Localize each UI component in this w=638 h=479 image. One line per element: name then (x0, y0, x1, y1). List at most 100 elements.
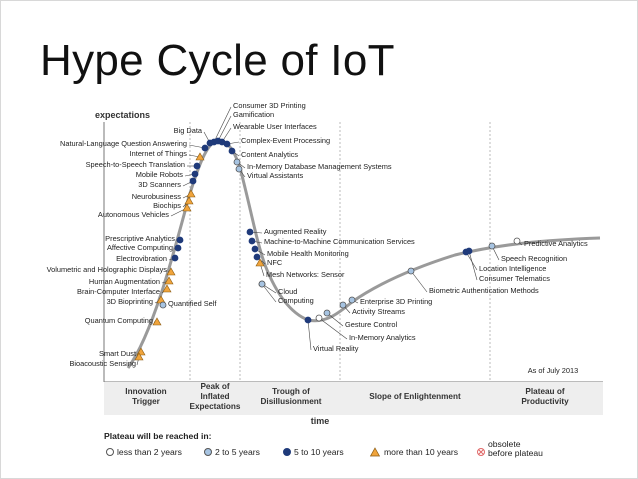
phase-plateau-line2: Productivity (521, 397, 569, 406)
biometric-authentication-methods-label: Biometric Authentication Methods (429, 286, 539, 295)
legend-label-before-plateau: before plateau (488, 448, 543, 458)
mobile-health-monitoring-marker (251, 245, 259, 253)
complex-event-processing-label: Complex-Event Processing (241, 136, 330, 145)
biometric-authentication-methods-leader (410, 270, 428, 293)
legend-label-2-to-5: 2 to 5 years (215, 447, 260, 457)
gesture-control-leader (326, 312, 344, 327)
gesture-control-label: Gesture Control (345, 320, 398, 329)
quantum-computing-label: Quantum Computing (85, 316, 153, 325)
phase-trough-line2: Disillusionment (261, 397, 322, 406)
nfc-marker (253, 253, 261, 261)
in-memory-database-management-systems-marker (233, 158, 241, 166)
gamification-label: Gamification (233, 110, 274, 119)
brain-computer-interface-label: Brain-Computer Interface (77, 287, 160, 296)
activity-streams-label: Activity Streams (352, 307, 405, 316)
consumer-3d-printing-label: Consumer 3D Printing (233, 101, 306, 110)
augmented-reality-marker (246, 228, 254, 236)
legend-label-5-to-10: 5 to 10 years (294, 447, 344, 457)
computing-leader (261, 283, 277, 303)
content-analytics-label: Content Analytics (241, 150, 298, 159)
internet-of-things-marker (195, 152, 205, 161)
neurobusiness-label: Neurobusiness (132, 192, 182, 201)
quantified-self-label: Quantified Self (168, 299, 217, 308)
machine-to-machine-communication-services-label: Machine-to-Machine Communication Service… (264, 237, 415, 246)
brain-computer-interface-marker (162, 284, 172, 293)
biometric-authentication-methods-marker (407, 267, 415, 275)
enterprise-3d-printing-label: Enterprise 3D Printing (360, 297, 432, 306)
phase-peak-line1: Peak of (200, 382, 229, 391)
legend-label-less-than-2: less than 2 years (117, 447, 182, 457)
quantified-self-marker (159, 301, 167, 309)
activity-streams-marker (339, 301, 347, 309)
mobile-health-monitoring-label: Mobile Health Monitoring (267, 249, 349, 258)
machine-to-machine-communication-services-marker (248, 237, 256, 245)
prescriptive-analytics-label: Prescriptive Analytics (105, 234, 175, 243)
consumer-3d-printing-leader (213, 106, 232, 143)
wearable-user-interfaces-label: Wearable User Interfaces (233, 122, 317, 131)
computing-label: Computing (278, 296, 314, 305)
autonomous-vehicles-label: Autonomous Vehicles (98, 210, 169, 219)
consumer-telematics-marker (465, 247, 473, 255)
bioacoustic-sensing-label: Bioacoustic Sensing (69, 359, 136, 368)
natural-language-question-answering-label: Natural-Language Question Answering (60, 139, 187, 148)
human-augmentation-marker (164, 276, 174, 285)
y-axis-label: expectations (95, 110, 150, 120)
in-memory-analytics-marker (315, 314, 323, 322)
in-memory-analytics-label: In-Memory Analytics (349, 333, 416, 342)
mesh-networks-sensor-label: Mesh Networks: Sensor (266, 270, 345, 279)
phase-innovation-line1: Innovation (125, 387, 166, 396)
phase-peak-line3: Expectations (190, 402, 241, 411)
biochips-label: Biochips (153, 201, 181, 210)
internet-of-things-label: Internet of Things (130, 149, 188, 158)
virtual-reality-marker (304, 316, 312, 324)
location-intelligence-label: Location Intelligence (479, 264, 546, 273)
legend-swatch-white (106, 448, 114, 456)
affective-computing-marker (174, 244, 182, 252)
affective-computing-label: Affective Computing (107, 243, 173, 252)
mobile-robots-marker (191, 170, 199, 178)
speech-recognition-marker (488, 242, 496, 250)
mobile-robots-label: Mobile Robots (136, 170, 184, 179)
quantum-computing-marker (152, 317, 162, 326)
natural-language-question-answering-marker (201, 144, 209, 152)
phase-slope: Slope of Enlightenment (369, 392, 461, 401)
biochips-marker (184, 196, 194, 205)
3d-bioprinting-label: 3D Bioprinting (107, 297, 153, 306)
phase-band (104, 382, 603, 415)
legend: Plateau will be reached in: less than 2 … (104, 431, 543, 458)
neurobusiness-marker (186, 189, 196, 198)
slide-title: Hype Cycle of IoT (40, 36, 395, 85)
phase-labels: Innovation Trigger Peak of Inflated Expe… (125, 382, 569, 411)
electrovibration-marker (171, 254, 179, 262)
gesture-control-marker (323, 309, 331, 317)
cloud-label: Cloud (278, 287, 297, 296)
human-augmentation-label: Human Augmentation (89, 277, 160, 286)
nfc-label: NFC (267, 258, 283, 267)
enterprise-3d-printing-marker (348, 296, 356, 304)
speech-recognition-label: Speech Recognition (501, 254, 567, 263)
tech-markers (134, 137, 521, 361)
x-axis-label: time (311, 416, 330, 426)
predictive-analytics-marker (513, 237, 521, 245)
consumer-telematics-leader (468, 250, 478, 281)
speech-to-speech-translation-label: Speech-to-Speech Translation (86, 160, 185, 169)
legend-title: Plateau will be reached in: (104, 431, 212, 441)
big-data-marker (206, 139, 214, 147)
autonomous-vehicles-marker (182, 203, 192, 212)
3d-scanners-label: 3D Scanners (138, 180, 181, 189)
electrovibration-label: Electrovibration (116, 254, 167, 263)
as-of-date: As of July 2013 (528, 366, 579, 375)
content-analytics-marker (228, 147, 236, 155)
predictive-analytics-label: Predictive Analytics (524, 239, 588, 248)
virtual-reality-leader (307, 319, 312, 351)
mesh-networks-sensor-marker (255, 258, 265, 267)
gamification-leader (217, 115, 232, 142)
3d-scanners-marker (189, 177, 197, 185)
in-memory-database-management-systems-label: In-Memory Database Management Systems (247, 162, 392, 171)
complex-event-processing-marker (223, 140, 231, 148)
smart-dust-label: Smart Dust (99, 349, 136, 358)
virtual-assistants-marker (235, 165, 243, 173)
phase-trough-line1: Trough of (272, 387, 310, 396)
